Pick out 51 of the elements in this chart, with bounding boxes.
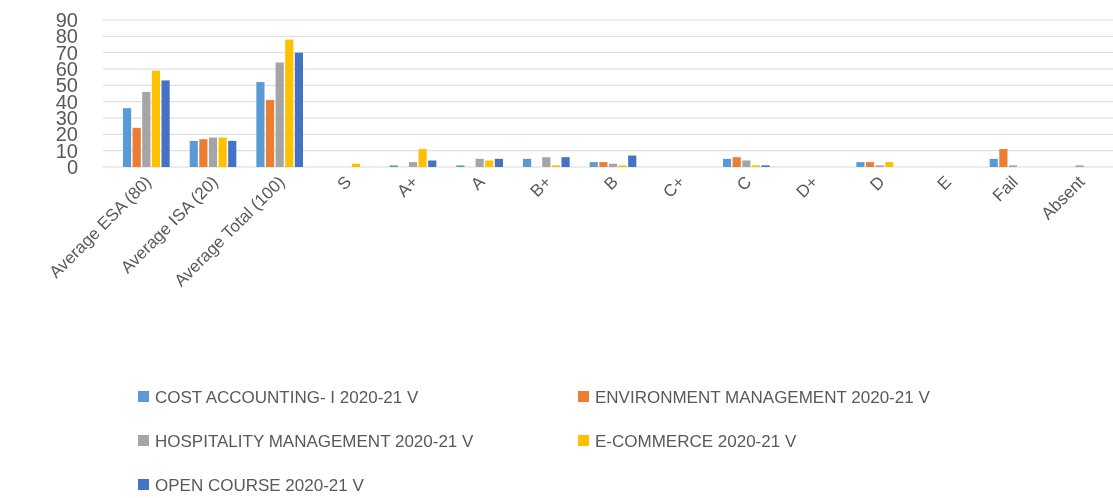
bar <box>732 157 741 167</box>
bar <box>542 157 551 167</box>
bar <box>189 140 198 167</box>
bar <box>285 39 294 167</box>
bar <box>428 160 437 167</box>
x-tick-label: B+ <box>526 172 556 201</box>
bar <box>561 157 570 167</box>
legend-label: ENVIRONMENT MANAGEMENT 2020-21 V <box>595 387 931 407</box>
x-tick-label: Fail <box>989 172 1022 206</box>
bar <box>723 158 732 167</box>
x-tick-label: D <box>866 172 889 195</box>
x-tick-label: B <box>600 172 622 194</box>
bar <box>161 80 170 167</box>
bar <box>628 155 637 167</box>
bar <box>199 139 208 167</box>
bar <box>856 162 865 167</box>
bar <box>142 91 151 167</box>
bar <box>132 127 141 167</box>
bar <box>294 52 303 167</box>
bar <box>218 137 227 167</box>
x-tick-label: C <box>733 172 756 195</box>
bar <box>885 162 894 167</box>
bar <box>999 149 1008 167</box>
bar <box>589 162 598 167</box>
bar <box>228 140 237 167</box>
bar <box>494 158 503 167</box>
bar <box>151 70 161 167</box>
x-tick-label: D+ <box>792 172 822 202</box>
x-tick-label: C+ <box>659 172 689 202</box>
x-tick-label: A+ <box>393 172 422 201</box>
bar <box>275 62 284 167</box>
bar <box>265 100 275 167</box>
bar <box>599 162 608 167</box>
bar <box>485 160 494 167</box>
x-tick-label: E <box>933 172 956 194</box>
bar <box>742 160 751 167</box>
bar <box>989 158 998 167</box>
bar <box>208 137 218 167</box>
legend-label: E-COMMERCE 2020-21 V <box>595 431 797 451</box>
legend-label: OPEN COURSE 2020-21 V <box>155 475 365 495</box>
legend-label: HOSPITALITY MANAGEMENT 2020-21 V <box>155 431 475 451</box>
bar <box>523 158 532 167</box>
bar <box>475 158 484 167</box>
x-tick-label: S <box>333 172 356 194</box>
x-tick-label: A <box>467 171 489 194</box>
bar <box>256 82 265 167</box>
legend-label: COST ACCOUNTING- I 2020-21 V <box>155 387 419 407</box>
bar <box>123 108 132 167</box>
bar <box>865 162 875 167</box>
bar <box>408 162 418 167</box>
bar <box>418 149 427 167</box>
